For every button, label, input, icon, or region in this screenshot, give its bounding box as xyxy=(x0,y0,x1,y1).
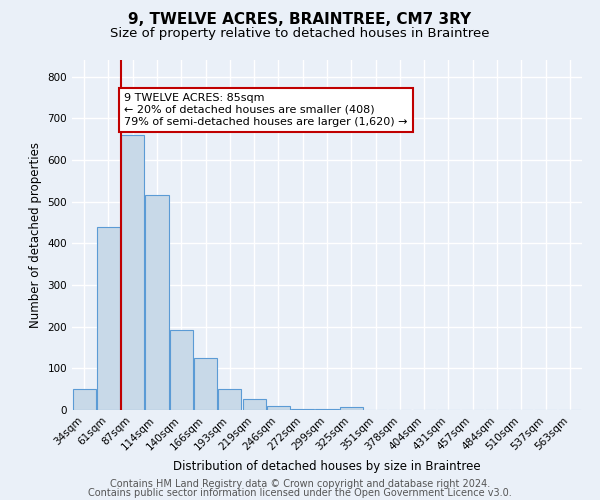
Text: 9 TWELVE ACRES: 85sqm
← 20% of detached houses are smaller (408)
79% of semi-det: 9 TWELVE ACRES: 85sqm ← 20% of detached … xyxy=(124,94,408,126)
Bar xyxy=(242,399,266,410)
Bar xyxy=(73,389,95,410)
Bar xyxy=(145,196,169,410)
Bar xyxy=(170,330,193,410)
Text: 9, TWELVE ACRES, BRAINTREE, CM7 3RY: 9, TWELVE ACRES, BRAINTREE, CM7 3RY xyxy=(128,12,472,28)
Y-axis label: Number of detached properties: Number of detached properties xyxy=(29,142,42,328)
Bar xyxy=(97,226,120,410)
Bar xyxy=(291,409,314,410)
Bar xyxy=(340,406,363,410)
Text: Size of property relative to detached houses in Braintree: Size of property relative to detached ho… xyxy=(110,28,490,40)
Bar xyxy=(267,406,290,410)
X-axis label: Distribution of detached houses by size in Braintree: Distribution of detached houses by size … xyxy=(173,460,481,473)
Bar xyxy=(218,389,241,410)
Text: Contains HM Land Registry data © Crown copyright and database right 2024.: Contains HM Land Registry data © Crown c… xyxy=(110,479,490,489)
Bar xyxy=(194,358,217,410)
Bar xyxy=(121,135,144,410)
Text: Contains public sector information licensed under the Open Government Licence v3: Contains public sector information licen… xyxy=(88,488,512,498)
Bar xyxy=(316,409,338,410)
